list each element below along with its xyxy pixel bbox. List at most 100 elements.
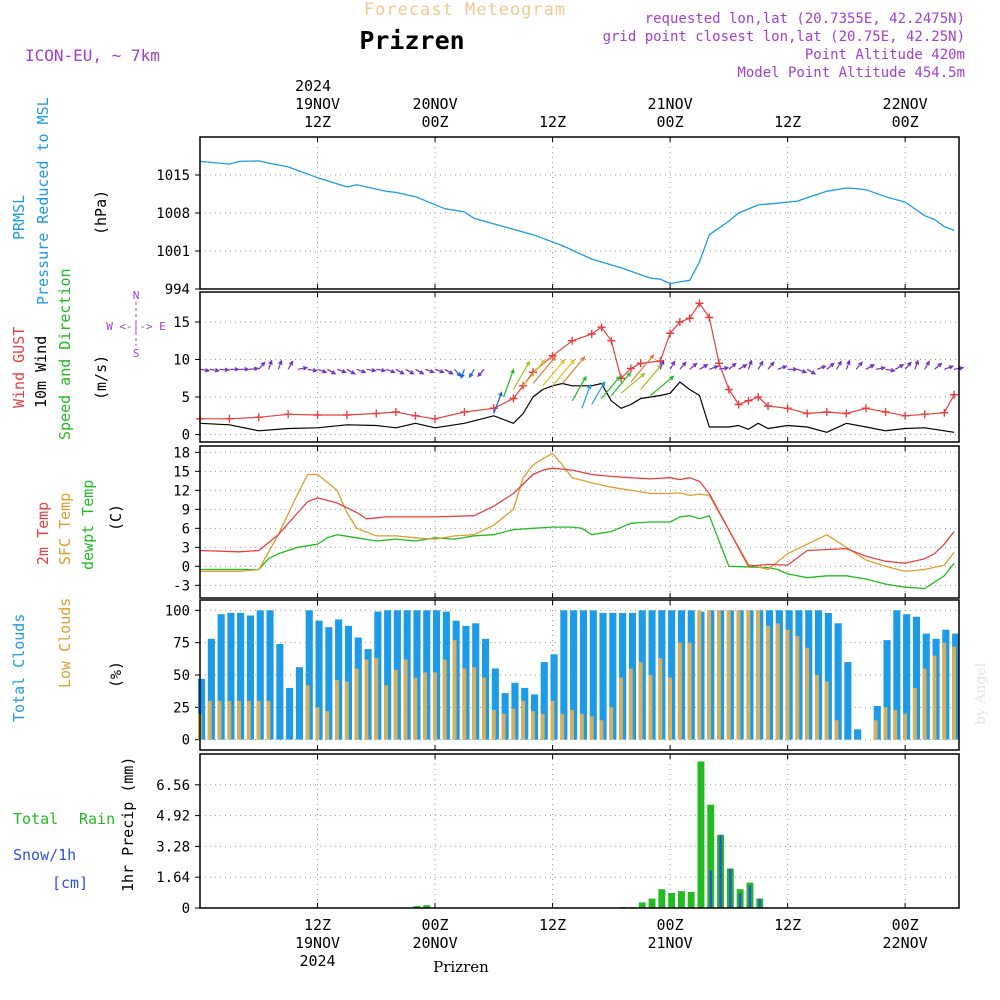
wind-direction-arrow <box>944 365 955 370</box>
low-cloud-bar <box>217 700 222 740</box>
low-cloud-bar <box>638 662 643 740</box>
y-tick-label: 10 <box>173 353 190 369</box>
precip-unit-label: 1hr Precip (mm) <box>119 757 137 892</box>
rain-bar <box>638 902 646 908</box>
low-cloud-bar <box>579 713 584 740</box>
panel-frame <box>199 136 960 290</box>
low-cloud-bar <box>325 711 330 740</box>
gust-marker <box>685 314 694 323</box>
gust-marker <box>587 330 596 338</box>
top-year-label: 2024 <box>295 77 331 95</box>
wind-direction-arrow <box>591 380 606 405</box>
total-cloud-bar <box>198 678 206 740</box>
top-hour-label: 12Z <box>774 113 801 131</box>
wind-direction-arrow <box>552 359 575 387</box>
y-tick-label: 1015 <box>156 168 190 184</box>
total-cloud-bar <box>237 612 245 740</box>
y-tick-label: 1.64 <box>156 870 190 886</box>
low-cloud-bar <box>628 668 633 740</box>
low-cloud-bar <box>589 716 594 740</box>
wind-direction-arrow <box>816 365 827 370</box>
total-cloud-bar <box>560 610 568 740</box>
total-cloud-bar <box>266 610 274 740</box>
low-cloud-bar <box>482 677 486 740</box>
gust-marker <box>225 414 234 423</box>
wind-direction-arrow <box>503 368 515 398</box>
gust-marker <box>764 402 773 410</box>
wind-direction-arrow <box>845 359 851 370</box>
low-cloud-bar <box>452 640 457 740</box>
top-hour-label: 00Z <box>892 113 919 131</box>
gust-marker <box>460 408 469 416</box>
wind-direction-arrow <box>248 366 260 372</box>
total-cloud-bar <box>903 614 911 740</box>
wind-direction-arrow <box>317 368 328 374</box>
y-tick-label: 3.28 <box>156 839 190 855</box>
point-altitude: Point Altitude 420m <box>805 47 965 63</box>
wind-direction-arrow <box>640 363 663 390</box>
panel-frame <box>199 291 960 443</box>
total-cloud-bar <box>579 610 587 740</box>
top-hour-label: 12Z <box>539 113 566 131</box>
total-cloud-bar <box>912 616 920 740</box>
low-cloud-bar <box>266 700 271 740</box>
temp-unit-label: (C) <box>107 504 125 531</box>
wind-direction-arrow <box>757 360 764 370</box>
gridpoint-coords: grid point closest lon,lat (20.75E, 42.2… <box>603 29 965 45</box>
wind-direction-arrow <box>718 366 730 371</box>
gust-marker <box>695 299 704 308</box>
wind-direction-arrow <box>336 368 347 374</box>
model-altitude: Model Point Altitude 454.5m <box>737 65 965 81</box>
bottom-date-label: 21NOV <box>648 934 693 952</box>
wind-direction-arrow <box>469 368 475 379</box>
total-cloud-bar <box>227 612 235 740</box>
total-cloud-bar <box>815 610 823 740</box>
wind-direction-arrow <box>405 368 415 375</box>
low-cloud-bar <box>873 720 878 740</box>
bottom-hour-label: 12Z <box>774 916 801 934</box>
low-cloud-bar <box>893 709 898 740</box>
low-clouds-label: Low Clouds <box>56 598 74 688</box>
low-cloud-bar <box>570 709 574 740</box>
total-cloud-bar <box>844 662 852 740</box>
wind-direction-arrow <box>699 364 709 370</box>
low-cloud-bar <box>805 647 810 740</box>
wind-direction-arrow <box>767 361 775 370</box>
wind-direction-arrow <box>924 360 930 370</box>
station-title: Prizren <box>359 26 464 55</box>
pressure-msl-label: Pressure Reduced to MSL <box>34 97 52 305</box>
wind-direction-arrow <box>836 360 842 370</box>
total-cloud-bar <box>246 615 254 740</box>
compass-north: N <box>133 289 140 302</box>
low-cloud-bar <box>903 713 907 740</box>
wind-direction-arrow <box>532 356 556 384</box>
wind-direction-arrow <box>561 356 586 384</box>
wind-direction-arrow <box>855 361 863 370</box>
low-cloud-bar <box>648 675 653 740</box>
total-cloud-bar <box>824 612 832 740</box>
y-tick-label: 0 <box>182 428 190 444</box>
y-tick-label: 18 <box>173 445 190 461</box>
y-tick-label: 1008 <box>156 206 190 222</box>
wind-labels: Wind GUST 10m Wind Speed and Direction (… <box>10 268 166 440</box>
y-tick-label: 0 <box>182 901 190 917</box>
gust-marker <box>881 408 890 416</box>
low-cloud-bar <box>472 667 477 740</box>
top-date-label: 19NOV <box>295 95 340 113</box>
pressure-line <box>199 160 955 285</box>
low-cloud-bar <box>237 700 241 740</box>
low-cloud-bar <box>305 685 310 740</box>
low-cloud-bar <box>746 610 751 740</box>
pressure-panel: 994 1001 1008 1015 <box>156 136 960 298</box>
low-cloud-bar <box>423 672 428 740</box>
wind-direction-arrow <box>460 369 465 379</box>
low-cloud-bar <box>393 669 398 740</box>
wind-direction-arrow <box>434 368 445 374</box>
low-cloud-bar <box>521 700 526 740</box>
footer-station: Prizren <box>433 958 489 976</box>
gust-marker <box>734 400 743 409</box>
wind-direction-arrow <box>875 366 886 371</box>
bottom-hour-label: 00Z <box>421 916 448 934</box>
wind-direction-arrow <box>914 359 919 370</box>
